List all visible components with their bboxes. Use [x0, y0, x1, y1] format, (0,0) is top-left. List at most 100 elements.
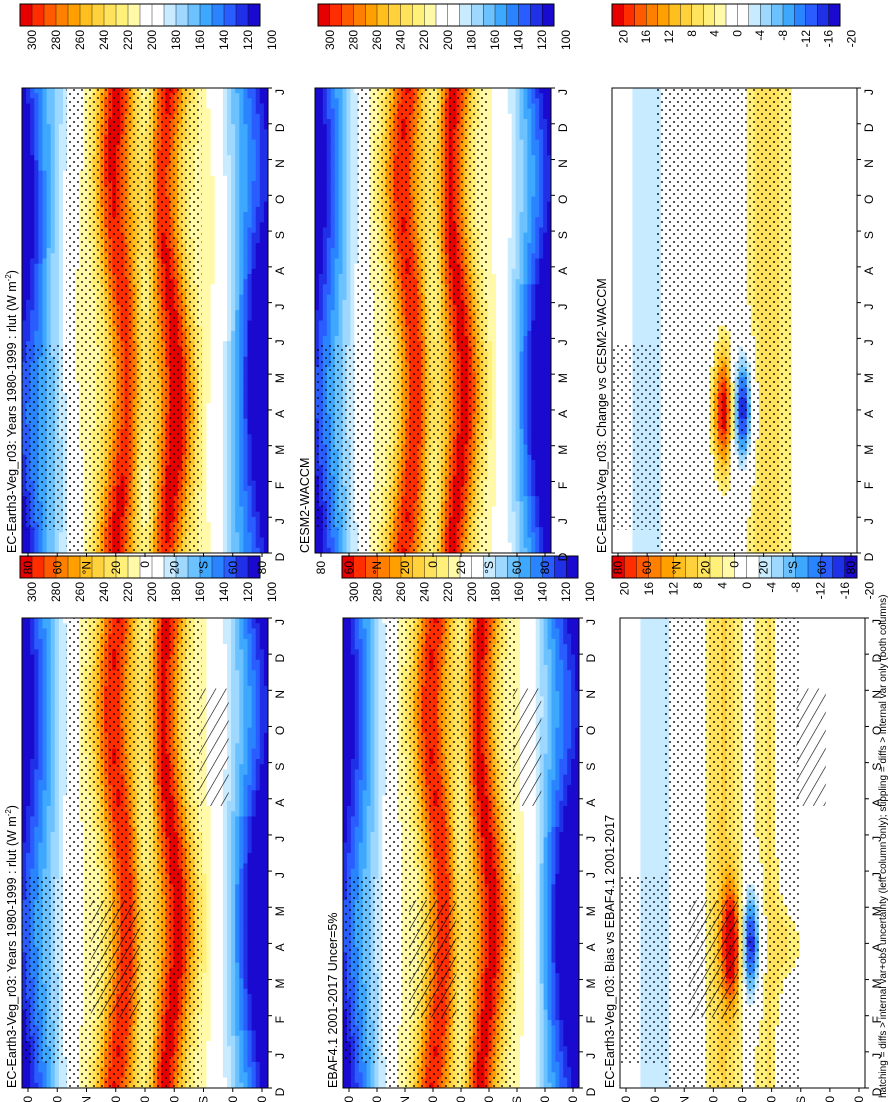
hatch-region	[90, 900, 141, 1018]
colorbar-swatch	[247, 3, 261, 27]
lat-tick-label: °S	[197, 561, 211, 574]
colorbar-frame	[19, 3, 261, 27]
lat-tick-label: 60	[815, 561, 829, 575]
lat-tick-label: °N	[398, 1096, 412, 1102]
colorbar-label: 100	[265, 582, 279, 602]
colorbar-label: 160	[193, 582, 207, 602]
colorbar-label: -16	[822, 30, 836, 48]
colorbar-label: 200	[441, 30, 455, 50]
colorbar-label: 180	[169, 30, 183, 50]
colorbar-label: 260	[73, 582, 87, 602]
lat-tick-label: °S	[482, 561, 496, 574]
colorbar-label: 100	[265, 30, 279, 50]
colorbar-left-top: 300 280 260 240 220 200 180 160 140 120 100	[19, 555, 279, 602]
lat-tick-label: 80	[21, 561, 35, 575]
lat-tick-label: 20	[765, 1096, 779, 1102]
hatch-region	[409, 900, 457, 1018]
colorbar-swatch	[163, 3, 177, 27]
month-tick-label: J	[584, 836, 598, 842]
colorbar-swatch	[67, 555, 81, 579]
month-tick-label: M	[870, 906, 884, 916]
lat-tick-label: 80	[844, 561, 858, 575]
colorbar-swatch	[459, 3, 472, 27]
month-tick-label: M	[273, 445, 287, 455]
colorbar-swatch	[623, 3, 636, 27]
colorbar-label: 300	[25, 30, 39, 50]
colorbar-label: 120	[241, 582, 255, 602]
lat-tick-label: 80	[255, 1096, 269, 1102]
lat-tick-label: 20	[109, 561, 123, 575]
lat-tick-label: 0	[426, 561, 440, 568]
colorbar-swatch	[483, 3, 496, 27]
month-tick-label: A	[870, 943, 884, 951]
colorbar-frame	[341, 555, 579, 579]
month-tick-label: D	[862, 552, 876, 561]
panel-title: EBAF4.1 2001-2017 Uncer=5%	[326, 913, 340, 1088]
month-tick-label: A	[273, 943, 287, 951]
colorbar-swatch	[388, 3, 402, 27]
month-tick-label: D	[556, 123, 570, 132]
month-tick-label: O	[870, 726, 884, 735]
lat-tick-label: 60	[226, 561, 240, 575]
month-tick-label: J	[273, 304, 287, 310]
month-tick-label: J	[273, 339, 287, 345]
lat-tick-label: 80	[342, 1096, 356, 1102]
colorbar-swatch	[91, 555, 105, 579]
colorbar-swatch	[341, 3, 354, 27]
colorbar-swatch	[725, 3, 738, 27]
lat-tick-label: 60	[342, 561, 356, 575]
lat-tick-label: 20	[398, 561, 412, 575]
month-tick-label: N	[556, 159, 570, 168]
stipple-region	[357, 88, 488, 553]
colorbar-swatch	[31, 3, 45, 27]
panel-title: EC-Earth3-Veg_r03: Change vs CESM2-WACCM	[595, 278, 609, 553]
stipple-region	[22, 343, 72, 530]
month-tick-label: O	[273, 726, 287, 735]
colorbar-label: 300	[25, 582, 39, 602]
lat-tick-label: 60	[640, 561, 654, 575]
lat-tick-label: 0	[736, 1096, 750, 1102]
colorbar-label: 180	[464, 30, 478, 50]
colorbar-swatch	[435, 3, 449, 27]
month-tick-label: F	[862, 482, 876, 489]
colorbar-swatch	[611, 3, 624, 27]
colorbar-swatch	[530, 3, 543, 27]
month-tick-label: A	[584, 799, 598, 807]
lat-tick-label: 60	[538, 1096, 552, 1102]
hatch-region	[688, 900, 738, 1018]
colorbar-swatch	[376, 3, 390, 27]
month-tick-label: N	[273, 159, 287, 168]
colorbar-label: 240	[394, 30, 408, 50]
colorbar-swatch	[624, 555, 638, 579]
lat-tick-label: 0	[454, 1096, 468, 1102]
lat-tick-label: °N	[80, 561, 94, 574]
colorbar-label: 240	[97, 582, 111, 602]
colorbar-swatch	[691, 3, 704, 27]
colorbar-swatch	[447, 3, 461, 27]
colorbar-label: 180	[488, 582, 502, 602]
month-tick-label: J	[862, 89, 876, 95]
month-tick-label: D	[273, 653, 287, 662]
colorbar-swatch	[127, 3, 141, 27]
colorbar-frame	[317, 3, 555, 27]
month-tick-label: J	[862, 518, 876, 524]
colorbar-label: 240	[97, 30, 111, 50]
colorbar-label: -20	[862, 582, 876, 600]
month-tick-label: O	[273, 195, 287, 204]
month-tick-label: A	[862, 410, 876, 418]
month-tick-label: J	[870, 836, 884, 842]
colorbar-swatch	[317, 3, 331, 27]
colorbar-label: 0	[730, 30, 744, 37]
colorbar-right-top: 300 280 260 240 220 200 180 160 140 120 100	[19, 3, 279, 50]
lat-tick-label: 60	[50, 561, 64, 575]
colorbar-swatch	[646, 3, 659, 27]
colorbar-label: 280	[370, 582, 384, 602]
panel-left-top: D J F M A M J J A S O N D J 80 60 °N 20 0 20 °S 60 80 EC-Earth3…	[4, 617, 287, 1102]
month-tick-label: F	[273, 482, 287, 489]
colorbar-swatch	[828, 3, 841, 27]
colorbar-frame	[611, 3, 841, 27]
month-tick-label: M	[584, 979, 598, 989]
colorbar-label: -4	[753, 30, 767, 41]
month-tick-label: N	[584, 690, 598, 699]
